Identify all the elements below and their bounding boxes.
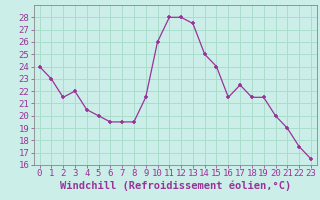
- X-axis label: Windchill (Refroidissement éolien,°C): Windchill (Refroidissement éolien,°C): [60, 181, 291, 191]
